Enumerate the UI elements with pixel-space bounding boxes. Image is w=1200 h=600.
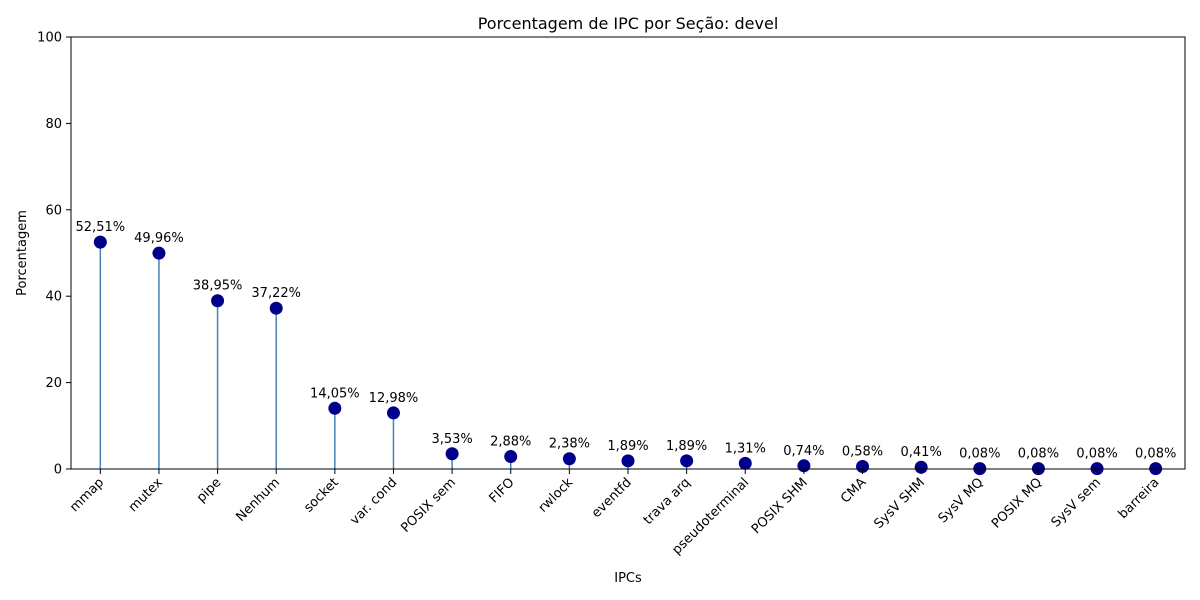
lollipop-marker bbox=[914, 460, 928, 474]
lollipop-marker bbox=[269, 301, 283, 315]
data-label: 0,74% bbox=[783, 444, 824, 459]
data-label: 2,88% bbox=[490, 435, 531, 450]
data-label: 0,08% bbox=[959, 447, 1000, 462]
x-tick-label: var. cond bbox=[348, 475, 401, 528]
x-tick-label: mutex bbox=[126, 475, 166, 515]
x-axis: mmap mutex pipe Nenhum socket var. condPOSIX … bbox=[67, 469, 1163, 558]
data-label: 3,53% bbox=[431, 432, 472, 447]
data-label: 1,31% bbox=[725, 441, 766, 456]
lollipop-marker bbox=[738, 456, 752, 470]
data-label: 38,95% bbox=[193, 279, 243, 294]
x-axis-label: IPCs bbox=[614, 571, 642, 586]
x-tick-label: POSIX sem bbox=[398, 475, 459, 536]
data-label: 12,98% bbox=[369, 391, 419, 406]
x-tick-label: pipe bbox=[194, 475, 224, 505]
data-label: 49,96% bbox=[134, 231, 184, 246]
data-label: 0,08% bbox=[1076, 447, 1117, 462]
x-tick-label: POSIX MQ bbox=[989, 475, 1045, 531]
data-label: 0,58% bbox=[842, 444, 883, 459]
y-tick-label: 60 bbox=[45, 203, 62, 218]
lollipop-marker bbox=[621, 454, 635, 468]
data-label: 1,89% bbox=[607, 439, 648, 454]
lollipop-marker bbox=[445, 447, 459, 461]
lollipop-marker bbox=[328, 401, 342, 415]
y-tick-label: 0 bbox=[54, 463, 62, 478]
plot-area: 52,51% 49,96% 38,95% 37,22% 14,05% 12,98% 3,53… bbox=[76, 220, 1176, 476]
y-tick-label: 80 bbox=[45, 117, 62, 132]
lollipop-marker bbox=[386, 406, 400, 420]
lollipop-marker bbox=[856, 459, 870, 473]
x-tick-label: trava arq bbox=[641, 475, 694, 528]
lollipop-marker bbox=[93, 235, 107, 249]
y-tick-label: 40 bbox=[45, 290, 62, 305]
data-label: 1,89% bbox=[666, 439, 707, 454]
chart-title: Porcentagem de IPC por Seção: devel bbox=[478, 14, 779, 33]
lollipop-marker bbox=[504, 450, 518, 464]
x-tick-label: FIFO bbox=[486, 475, 517, 506]
x-tick-label: SysV SHM bbox=[871, 475, 928, 532]
data-label: 0,08% bbox=[1018, 447, 1059, 462]
lollipop-marker bbox=[211, 294, 225, 308]
data-label: 0,41% bbox=[901, 445, 942, 460]
y-tick-label: 20 bbox=[45, 376, 62, 391]
x-tick-label: rwlock bbox=[536, 475, 577, 516]
data-label: 0,08% bbox=[1135, 447, 1176, 462]
y-axis-label: Porcentagem bbox=[15, 210, 30, 296]
data-label: 2,38% bbox=[549, 437, 590, 452]
x-tick-label: CMA bbox=[838, 475, 869, 506]
x-tick-label: mmap bbox=[67, 475, 107, 515]
data-label: 37,22% bbox=[251, 286, 301, 301]
data-label: 52,51% bbox=[76, 220, 126, 235]
plot-frame bbox=[70, 36, 1186, 470]
x-tick-label: eventfd bbox=[589, 475, 635, 521]
x-tick-label: socket bbox=[301, 475, 341, 515]
lollipop-marker bbox=[152, 246, 166, 260]
data-label: 14,05% bbox=[310, 386, 360, 401]
x-tick-label: POSIX SHM bbox=[749, 475, 811, 537]
x-tick-label: SysV sem bbox=[1049, 475, 1104, 530]
x-tick-label: Nenhum bbox=[233, 475, 283, 525]
x-tick-label: barreira bbox=[1116, 475, 1163, 522]
lollipop-marker bbox=[680, 454, 694, 468]
y-tick-label: 100 bbox=[37, 31, 62, 46]
x-tick-label: SysV MQ bbox=[936, 475, 987, 526]
y-axis: 0 20 40 60 80 100 bbox=[37, 31, 71, 478]
lollipop-marker bbox=[562, 452, 576, 466]
